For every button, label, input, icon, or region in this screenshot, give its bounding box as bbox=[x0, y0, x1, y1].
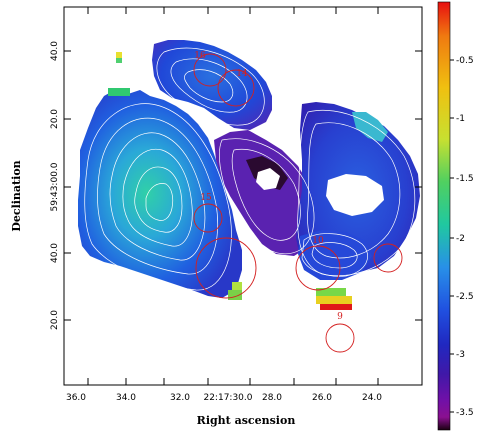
contour bbox=[97, 117, 219, 275]
intensity-contours bbox=[84, 47, 416, 291]
map-region-patch-green bbox=[228, 290, 242, 300]
map-region-strip-yellow bbox=[316, 296, 352, 304]
region-label-14: 14 bbox=[236, 69, 248, 79]
colorbar-tick-label: -1.5 bbox=[456, 174, 474, 184]
colorbar-tick-label: -3.5 bbox=[456, 408, 474, 418]
colorbar-tick-label: -3 bbox=[456, 350, 465, 360]
map-region-hole bbox=[326, 174, 384, 216]
contour bbox=[184, 69, 234, 103]
y-tick-label: 59:43:00.0 bbox=[50, 162, 60, 211]
map-region-pixel-yellow bbox=[116, 52, 122, 58]
contour bbox=[122, 148, 193, 247]
x-tick-label: 32.0 bbox=[170, 393, 190, 403]
region-circle-16[interactable] bbox=[193, 53, 227, 87]
map-region-pixel-cyan bbox=[108, 88, 130, 96]
map-region-strip-red bbox=[320, 304, 352, 310]
contour bbox=[109, 132, 206, 261]
map-region-west bbox=[78, 88, 242, 298]
map-region-pixel-green bbox=[116, 58, 122, 63]
map-region-north bbox=[152, 40, 272, 130]
y-tick-label: 20.0 bbox=[50, 109, 60, 129]
y-tick-label: 40.0 bbox=[50, 41, 60, 61]
contour bbox=[84, 103, 232, 291]
x-tick-label: 34.0 bbox=[116, 393, 136, 403]
region-circle-14[interactable] bbox=[217, 69, 255, 107]
colorbar-scale bbox=[437, 1, 451, 431]
colorbar-tick-label: -2 bbox=[456, 234, 465, 244]
y-tick-label: 40.0 bbox=[50, 243, 60, 263]
x-tick-label: 24.0 bbox=[362, 393, 382, 403]
contour bbox=[301, 233, 368, 277]
colorbar: -0.5 -1 -1.5 -2 -2.5 -3 -3.5 bbox=[437, 1, 474, 431]
contour bbox=[156, 47, 265, 126]
contour bbox=[219, 138, 315, 255]
x-tick-label: 28.0 bbox=[262, 393, 282, 403]
x-tick-label: 36.0 bbox=[66, 393, 86, 403]
region-label-16: 16 bbox=[194, 51, 206, 61]
x-tick-label: 26.0 bbox=[312, 393, 332, 403]
colorbar-tick-label: -1 bbox=[456, 114, 465, 124]
map-region-ridge bbox=[214, 130, 320, 256]
region-label-10: 10 bbox=[312, 236, 324, 246]
regions-layer: 9 10 14 15 16 bbox=[193, 51, 403, 353]
contour bbox=[134, 166, 183, 233]
colorbar-tick-label: -0.5 bbox=[456, 56, 474, 66]
region-circle-15[interactable] bbox=[193, 203, 223, 233]
y-tick-label: 20.0 bbox=[50, 310, 60, 330]
map-region-southeast bbox=[298, 230, 372, 280]
region-circle-unlabeled-a[interactable] bbox=[195, 237, 257, 299]
x-axis-title: Right ascension bbox=[197, 414, 296, 427]
contour bbox=[145, 183, 174, 221]
region-circle-unlabeled-b[interactable] bbox=[373, 243, 403, 273]
y-axis-title: Declination bbox=[10, 160, 23, 231]
contour bbox=[297, 109, 416, 277]
region-circle-10[interactable] bbox=[295, 245, 341, 291]
contour bbox=[170, 58, 248, 113]
region-label-15: 15 bbox=[200, 193, 212, 203]
region-label-9: 9 bbox=[337, 312, 343, 322]
x-tick-label: 22:17:30.0 bbox=[203, 393, 252, 403]
contour bbox=[307, 122, 401, 259]
map-region-strip-green bbox=[316, 288, 346, 296]
y-tick-labels: 40.0 20.0 59:43:00.0 40.0 20.0 bbox=[50, 41, 60, 330]
x-tick-labels: 36.0 34.0 32.0 22:17:30.0 28.0 26.0 24.0 bbox=[66, 393, 382, 403]
axis-ticks bbox=[64, 7, 422, 385]
contour bbox=[231, 148, 301, 241]
map-region-patch-green-2 bbox=[232, 282, 242, 290]
contour bbox=[311, 242, 358, 269]
region-circle-9[interactable] bbox=[325, 323, 355, 353]
map-region-ridge-hole bbox=[256, 168, 280, 190]
colorbar-tick-label: -2.5 bbox=[456, 292, 474, 302]
